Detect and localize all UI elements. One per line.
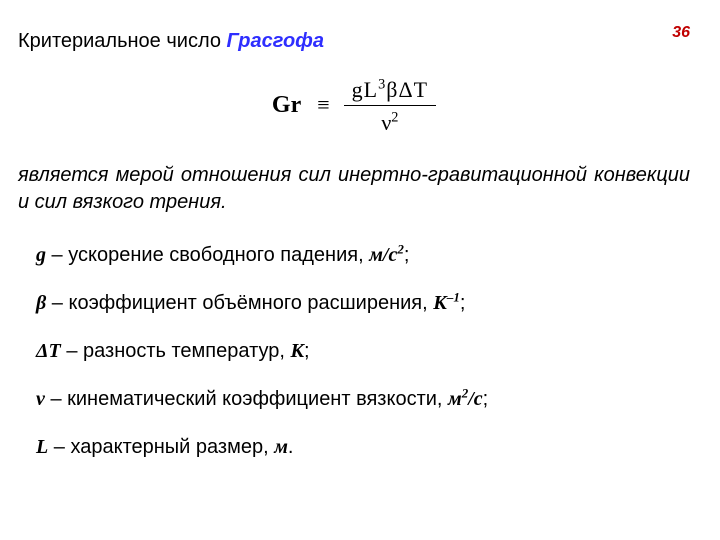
definition-L: L – характерный размер, м. <box>36 434 690 460</box>
sym-delta: Δ <box>398 77 413 102</box>
definition-deltaT: ΔТ – разность температур, К; <box>36 338 690 364</box>
def-symbol: ΔТ <box>36 340 61 362</box>
page-title: Критериальное число Грасгофа <box>18 28 690 55</box>
def-symbol: ν <box>36 388 45 410</box>
definition-nu: ν – кинематический коэффициент вязкости,… <box>36 386 690 412</box>
heading-term: Грасгофа <box>227 30 324 52</box>
def-text: – разность температур, <box>61 340 291 362</box>
def-tail: ; <box>460 292 466 314</box>
def-text: – характерный размер, <box>48 436 274 458</box>
def-symbol: g <box>36 244 46 266</box>
exp-nu: 2 <box>391 110 398 126</box>
sym-nu: ν <box>381 110 391 135</box>
sym-g: g <box>352 77 364 102</box>
formula-denominator: ν2 <box>344 105 436 136</box>
sym-L: L <box>364 77 378 102</box>
formula-numerator: gL3βΔT <box>344 77 436 105</box>
def-unit: м <box>274 436 288 458</box>
sym-beta: β <box>386 77 398 102</box>
def-tail: ; <box>483 388 489 410</box>
def-tail: ; <box>304 340 310 362</box>
definition-g: g – ускорение свободного падения, м/с2; <box>36 242 690 268</box>
def-tail: ; <box>404 244 410 266</box>
def-text: – ускорение свободного падения, <box>46 244 369 266</box>
def-unit: м2/с <box>448 388 483 410</box>
def-symbol: L <box>36 436 48 458</box>
grashof-formula: Gr ≡ gL3βΔT ν2 <box>18 77 690 136</box>
def-unit: м/с2 <box>369 244 404 266</box>
description-text: является мерой отношения сил инертно-гра… <box>18 162 690 216</box>
slide: 36 Критериальное число Грасгофа Gr ≡ gL3… <box>0 0 720 540</box>
def-tail: . <box>288 436 294 458</box>
def-unit: К–1 <box>433 292 460 314</box>
def-symbol: β <box>36 292 46 314</box>
formula-lhs: Gr <box>272 92 307 118</box>
sym-T: T <box>414 77 428 102</box>
definition-beta: β – коэффициент объёмного расширения, К–… <box>36 290 690 316</box>
def-text: – кинематический коэффициент вязкости, <box>45 388 448 410</box>
formula-ident: ≡ <box>313 92 333 117</box>
def-text: – коэффициент объёмного расширения, <box>46 292 433 314</box>
page-number: 36 <box>672 24 690 42</box>
formula-fraction: gL3βΔT ν2 <box>344 77 436 136</box>
heading-prefix: Критериальное число <box>18 30 227 52</box>
def-unit: К <box>290 340 304 362</box>
definitions-list: g – ускорение свободного падения, м/с2; … <box>18 242 690 460</box>
